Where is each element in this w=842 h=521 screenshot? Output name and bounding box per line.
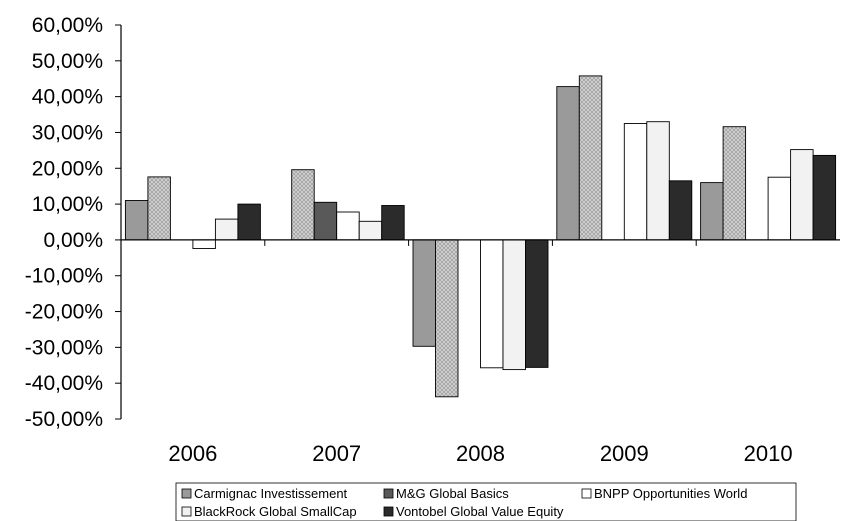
legend-swatch <box>181 506 192 517</box>
y-axis-ticks: 60,00% 50,00% 40,00% 30,00% 20,00% 10,00% 0,00… <box>25 14 121 431</box>
legend-label: BlackRock Global SmallCap <box>194 504 357 519</box>
legend-label: Vontobel Global Value Equity <box>396 504 564 519</box>
y-tick-label: -40,00% <box>25 372 103 395</box>
bar <box>214 218 239 241</box>
y-tick-label: 0,00% <box>43 229 103 252</box>
y-tick-label: 30,00% <box>32 121 103 144</box>
axes <box>120 25 840 419</box>
y-tick-label: -50,00% <box>25 408 103 431</box>
bar <box>237 203 261 241</box>
y-tick-label: 10,00% <box>32 193 103 216</box>
bar <box>381 205 405 241</box>
bar <box>556 86 580 241</box>
y-tick-label: -20,00% <box>25 301 103 324</box>
bar <box>578 75 603 241</box>
x-tick-label: 2007 <box>312 441 361 466</box>
x-tick-label: 2010 <box>744 441 793 466</box>
y-tick-label: 50,00% <box>32 50 103 73</box>
y-tick-label: 40,00% <box>32 86 103 109</box>
bar <box>147 176 171 241</box>
bar <box>291 169 315 241</box>
legend-label: BNPP Opportunities World <box>594 486 747 501</box>
bar <box>722 126 747 241</box>
y-tick-label: 60,00% <box>32 14 103 37</box>
legend-swatch <box>383 488 394 499</box>
x-axis-labels: 2006 2007 2008 2009 2010 <box>168 441 792 466</box>
bar <box>124 200 149 241</box>
x-tick-label: 2006 <box>168 441 217 466</box>
legend-label: Carmignac Investissement <box>194 486 348 501</box>
legend-swatch <box>383 506 394 517</box>
bar <box>812 154 837 241</box>
legend-swatch <box>581 488 592 499</box>
bar <box>623 123 648 241</box>
bar <box>790 149 814 241</box>
bar <box>412 239 436 347</box>
bar <box>700 182 724 241</box>
x-tick-label: 2008 <box>456 441 505 466</box>
bar <box>668 180 693 241</box>
bar <box>313 201 338 241</box>
y-tick-label: -10,00% <box>25 265 103 288</box>
bar <box>192 239 216 249</box>
bar <box>435 239 459 398</box>
legend: Carmignac Investissement M&G Global Basic… <box>175 482 797 521</box>
legend-label: M&G Global Basics <box>396 486 509 501</box>
bar <box>646 121 670 241</box>
bar <box>502 239 526 371</box>
bar <box>336 211 360 241</box>
bar <box>767 176 792 241</box>
y-tick-label: 20,00% <box>32 157 103 180</box>
bar <box>525 239 549 368</box>
y-tick-label: -30,00% <box>25 336 103 359</box>
x-tick-label: 2009 <box>600 441 649 466</box>
legend-box <box>175 482 797 521</box>
bar <box>480 239 504 369</box>
bar <box>358 220 383 241</box>
bars <box>124 75 837 398</box>
legend-swatch <box>181 488 192 499</box>
